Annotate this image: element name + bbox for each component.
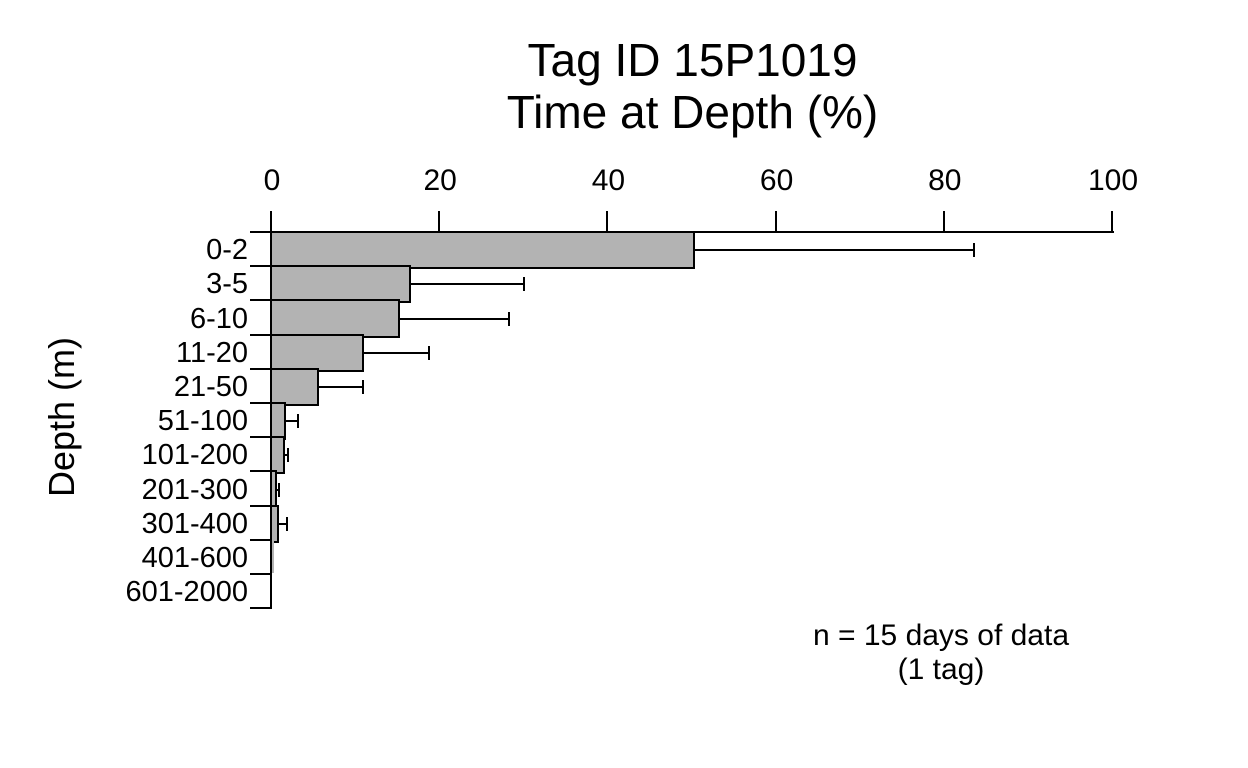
y-axis-tick — [250, 538, 270, 541]
category-label: 51-100 — [157, 405, 248, 438]
x-tick-label: 0 — [263, 164, 281, 197]
annotation: n = 15 days of data (1 tag) — [741, 619, 1141, 687]
bar — [270, 367, 319, 406]
error-bar-line — [398, 317, 510, 320]
category-label: 401-600 — [141, 541, 248, 574]
category-label: 0-2 — [206, 234, 248, 267]
x-tick-label: 100 — [1087, 164, 1139, 197]
y-axis-tick — [250, 299, 270, 302]
error-bar-cap — [361, 379, 364, 394]
x-axis-tick — [1111, 211, 1113, 231]
annotation-line-1: n = 15 days of data — [812, 619, 1070, 652]
category-label: 101-200 — [141, 439, 248, 472]
error-bar-line — [277, 522, 287, 525]
error-bar-line — [282, 454, 288, 457]
error-bar-cap — [428, 345, 431, 360]
bar — [270, 265, 412, 304]
error-bar-line — [361, 351, 430, 354]
error-bar-cap — [973, 243, 976, 258]
error-bar-cap — [278, 482, 281, 497]
y-axis-tick — [250, 333, 270, 336]
error-bar-cap — [285, 516, 288, 531]
y-axis-tick — [250, 231, 270, 233]
x-axis-tick — [438, 211, 441, 231]
error-bar-line — [692, 249, 975, 252]
y-axis-tick — [250, 367, 270, 370]
y-axis-tick — [250, 504, 270, 507]
error-bar-line — [283, 420, 299, 423]
error-bar-line — [409, 283, 525, 286]
chart-title-line-2: Time at Depth (%) — [506, 86, 879, 138]
category-label: 201-300 — [141, 473, 248, 506]
error-bar-line — [275, 488, 280, 491]
category-label: 3-5 — [206, 268, 248, 301]
y-axis-tick — [250, 573, 270, 575]
bar — [272, 540, 274, 573]
x-axis-tick — [606, 211, 609, 231]
category-label: 11-20 — [175, 336, 248, 369]
y-axis-tick — [250, 265, 270, 268]
bar — [270, 333, 364, 372]
y-axis-tick — [250, 436, 270, 439]
category-label: 6-10 — [189, 302, 248, 335]
chart-title-line-1: Tag ID 15P1019 — [527, 34, 858, 86]
x-axis-tick — [774, 211, 777, 231]
error-bar-cap — [297, 414, 300, 429]
error-bar-cap — [508, 311, 511, 326]
y-axis-tick — [250, 402, 270, 404]
category-label: 21-50 — [173, 370, 248, 403]
x-tick-label: 60 — [759, 164, 794, 197]
chart-title: Tag ID 15P1019 Time at Depth (%) — [272, 34, 1113, 138]
category-label: 301-400 — [141, 507, 248, 540]
y-axis-tick — [250, 470, 270, 473]
category-label: 601-2000 — [125, 576, 248, 609]
bar — [270, 231, 695, 270]
error-bar-cap — [286, 448, 289, 463]
x-tick-label: 80 — [928, 164, 962, 197]
annotation-line-2: (1 tag) — [897, 653, 985, 686]
x-axis-tick — [942, 211, 945, 231]
x-axis-tick — [270, 211, 272, 231]
y-axis-tick — [250, 607, 270, 610]
x-tick-label: 40 — [591, 164, 626, 197]
x-tick-label: 20 — [423, 164, 457, 197]
error-bar-line — [316, 385, 363, 388]
bar — [270, 299, 401, 338]
error-bar-cap — [523, 277, 526, 292]
